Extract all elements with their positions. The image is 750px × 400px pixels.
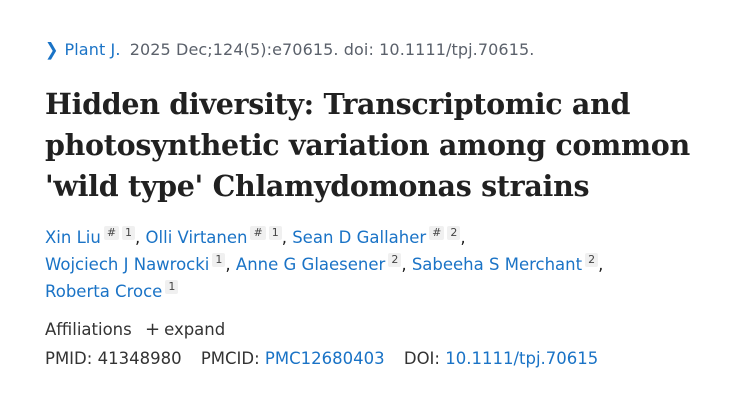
equal-contrib-marker[interactable]: #	[429, 226, 445, 240]
identifiers-row: PMID: 41348980 PMCID: PMC12680403 DOI: 1…	[45, 349, 612, 368]
author-link[interactable]: Wojciech J Nawrocki	[45, 255, 210, 274]
author-separator: ,	[225, 255, 236, 274]
author-item: Sean D Gallaher #2,	[292, 226, 466, 247]
doi-group: DOI: 10.1111/tpj.70615	[404, 349, 598, 368]
doi-label: DOI:	[403, 349, 440, 368]
author-link[interactable]: Olli Virtanen	[145, 228, 248, 247]
affiliation-marker[interactable]: 1	[165, 280, 179, 294]
author-item: Roberta Croce 1	[45, 280, 179, 301]
citation-details: 2025 Dec;124(5):e70615. doi: 10.1111/tpj…	[129, 40, 535, 59]
author-item: Olli Virtanen #1,	[145, 226, 293, 247]
author-item: Anne G Glaesener 2,	[235, 253, 412, 274]
author-separator: ,	[401, 255, 412, 274]
expand-affiliations-button[interactable]: + expand	[144, 319, 226, 340]
affiliations-label: Affiliations	[45, 320, 132, 339]
citation-line: ❯ Plant J. 2025 Dec;124(5):e70615. doi: 1…	[45, 39, 535, 60]
author-separator: ,	[598, 255, 604, 274]
affiliation-marker[interactable]: 1	[122, 226, 136, 240]
author-separator: ,	[135, 228, 146, 247]
author-link[interactable]: Anne G Glaesener	[235, 255, 386, 274]
author-link[interactable]: Sabeeha S Merchant	[411, 255, 583, 274]
author-link[interactable]: Roberta Croce	[45, 282, 163, 301]
author-separator: ,	[281, 228, 293, 247]
pmcid-link[interactable]: PMC12680403	[264, 349, 385, 368]
author-item: Sabeeha S Merchant 2,	[411, 253, 604, 274]
affiliation-marker[interactable]: 2	[585, 253, 599, 267]
author-item: Xin Liu #1,	[45, 226, 146, 247]
pmid-label: PMID:	[45, 349, 93, 368]
pmcid-group: PMCID: PMC12680403	[201, 349, 390, 368]
chevron-right-icon[interactable]: ❯	[45, 39, 59, 60]
author-item: Wojciech J Nawrocki 1,	[45, 253, 236, 274]
expand-label: expand	[164, 320, 226, 339]
article-title: Hidden diversity: Transcriptomic and pho…	[45, 87, 690, 203]
author-list: Xin Liu #1, Olli Virtanen #1, Sean D Galla…	[45, 224, 685, 305]
affiliation-marker[interactable]: 1	[212, 253, 226, 267]
author-separator: ,	[460, 228, 466, 247]
pmid-value: 41348980	[97, 349, 182, 368]
affiliations-row: Affiliations + expand	[45, 319, 225, 340]
journal-link[interactable]: Plant J.	[64, 40, 121, 59]
doi-link[interactable]: 10.1111/tpj.70615	[445, 349, 599, 368]
author-link[interactable]: Sean D Gallaher	[292, 228, 427, 247]
pmcid-label: PMCID:	[200, 349, 260, 368]
affiliation-marker[interactable]: 2	[388, 253, 402, 267]
pmid-group: PMID: 41348980	[45, 349, 187, 368]
equal-contrib-marker[interactable]: #	[250, 226, 266, 240]
equal-contrib-marker[interactable]: #	[103, 226, 120, 240]
plus-icon: +	[144, 319, 161, 340]
author-link[interactable]: Xin Liu	[45, 228, 101, 247]
affiliation-marker[interactable]: 2	[447, 226, 461, 240]
affiliation-marker[interactable]: 1	[268, 226, 282, 240]
